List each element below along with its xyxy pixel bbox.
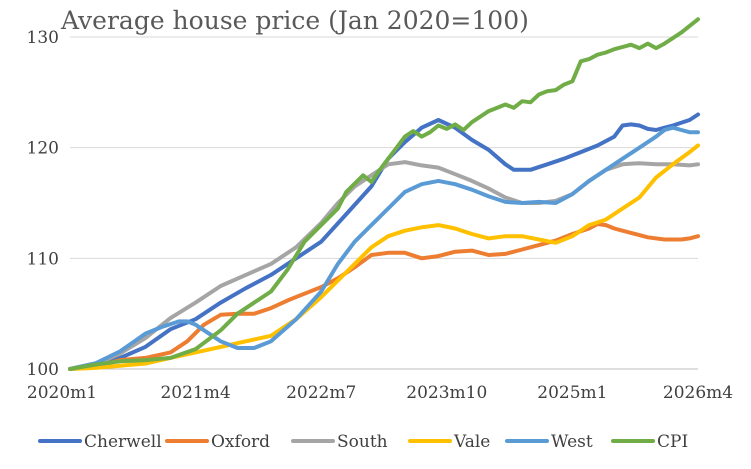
y-tick-label: 100 (27, 360, 59, 380)
x-tick-label: 2021m4 (160, 383, 230, 403)
x-tick-label: 2023m10 (406, 383, 487, 403)
series-line-cpi (68, 17, 700, 371)
x-tick-label: 2020m1 (27, 383, 97, 403)
series-line-west (68, 125, 700, 371)
legend-label-vale: Vale (453, 432, 490, 452)
y-tick-label: 130 (27, 28, 59, 48)
legend-label-south: South (337, 432, 388, 452)
axes: 100 110 120 130 2020m1 2021m4 2022m7 2023m10 202… (27, 28, 734, 403)
series-lines (68, 17, 700, 371)
x-tick-label: 2026m4 (663, 383, 733, 403)
series-line-oxford (68, 222, 700, 371)
legend: Cherwell Oxford South Vale West CPI (38, 432, 688, 452)
y-tick-label: 110 (27, 249, 59, 269)
legend-label-west: West (551, 432, 593, 452)
legend-label-cpi: CPI (657, 432, 688, 452)
series-line-vale (68, 143, 700, 371)
chart-title: Average house price (Jan 2020=100) (60, 6, 529, 35)
series-line-south (68, 160, 700, 371)
legend-label-cherwell: Cherwell (84, 432, 162, 452)
x-tick-label: 2022m7 (286, 383, 356, 403)
series-line-cherwell (68, 112, 700, 371)
x-tick-label: 2025m1 (537, 383, 607, 403)
y-tick-label: 120 (27, 139, 59, 159)
legend-label-oxford: Oxford (211, 432, 270, 452)
